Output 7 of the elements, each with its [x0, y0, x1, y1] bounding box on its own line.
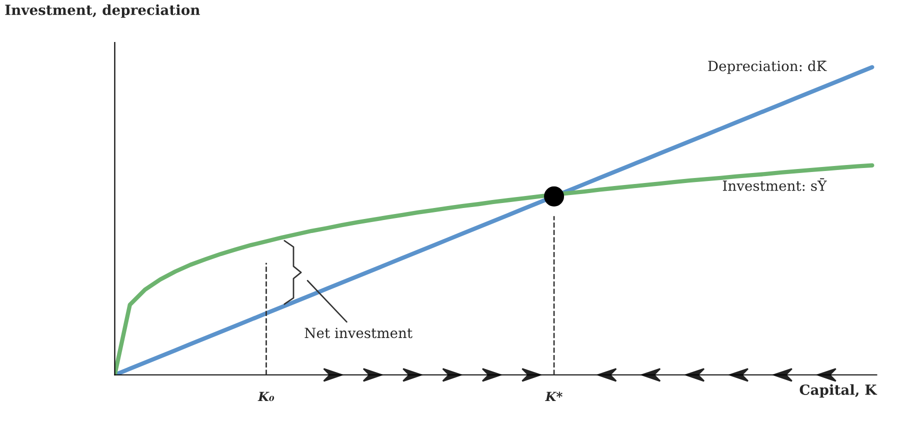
- y-axis-title: Investment, depreciation: [5, 4, 200, 18]
- x-tick-label: K*: [545, 392, 562, 402]
- series-label: Investment: sȲ: [722, 178, 827, 191]
- x-tick-label: K₀: [258, 392, 274, 402]
- x-axis-title: Capital, K: [800, 384, 878, 398]
- series-label: Depreciation: dK̄: [708, 60, 827, 74]
- annotation: Net investment: [304, 328, 412, 338]
